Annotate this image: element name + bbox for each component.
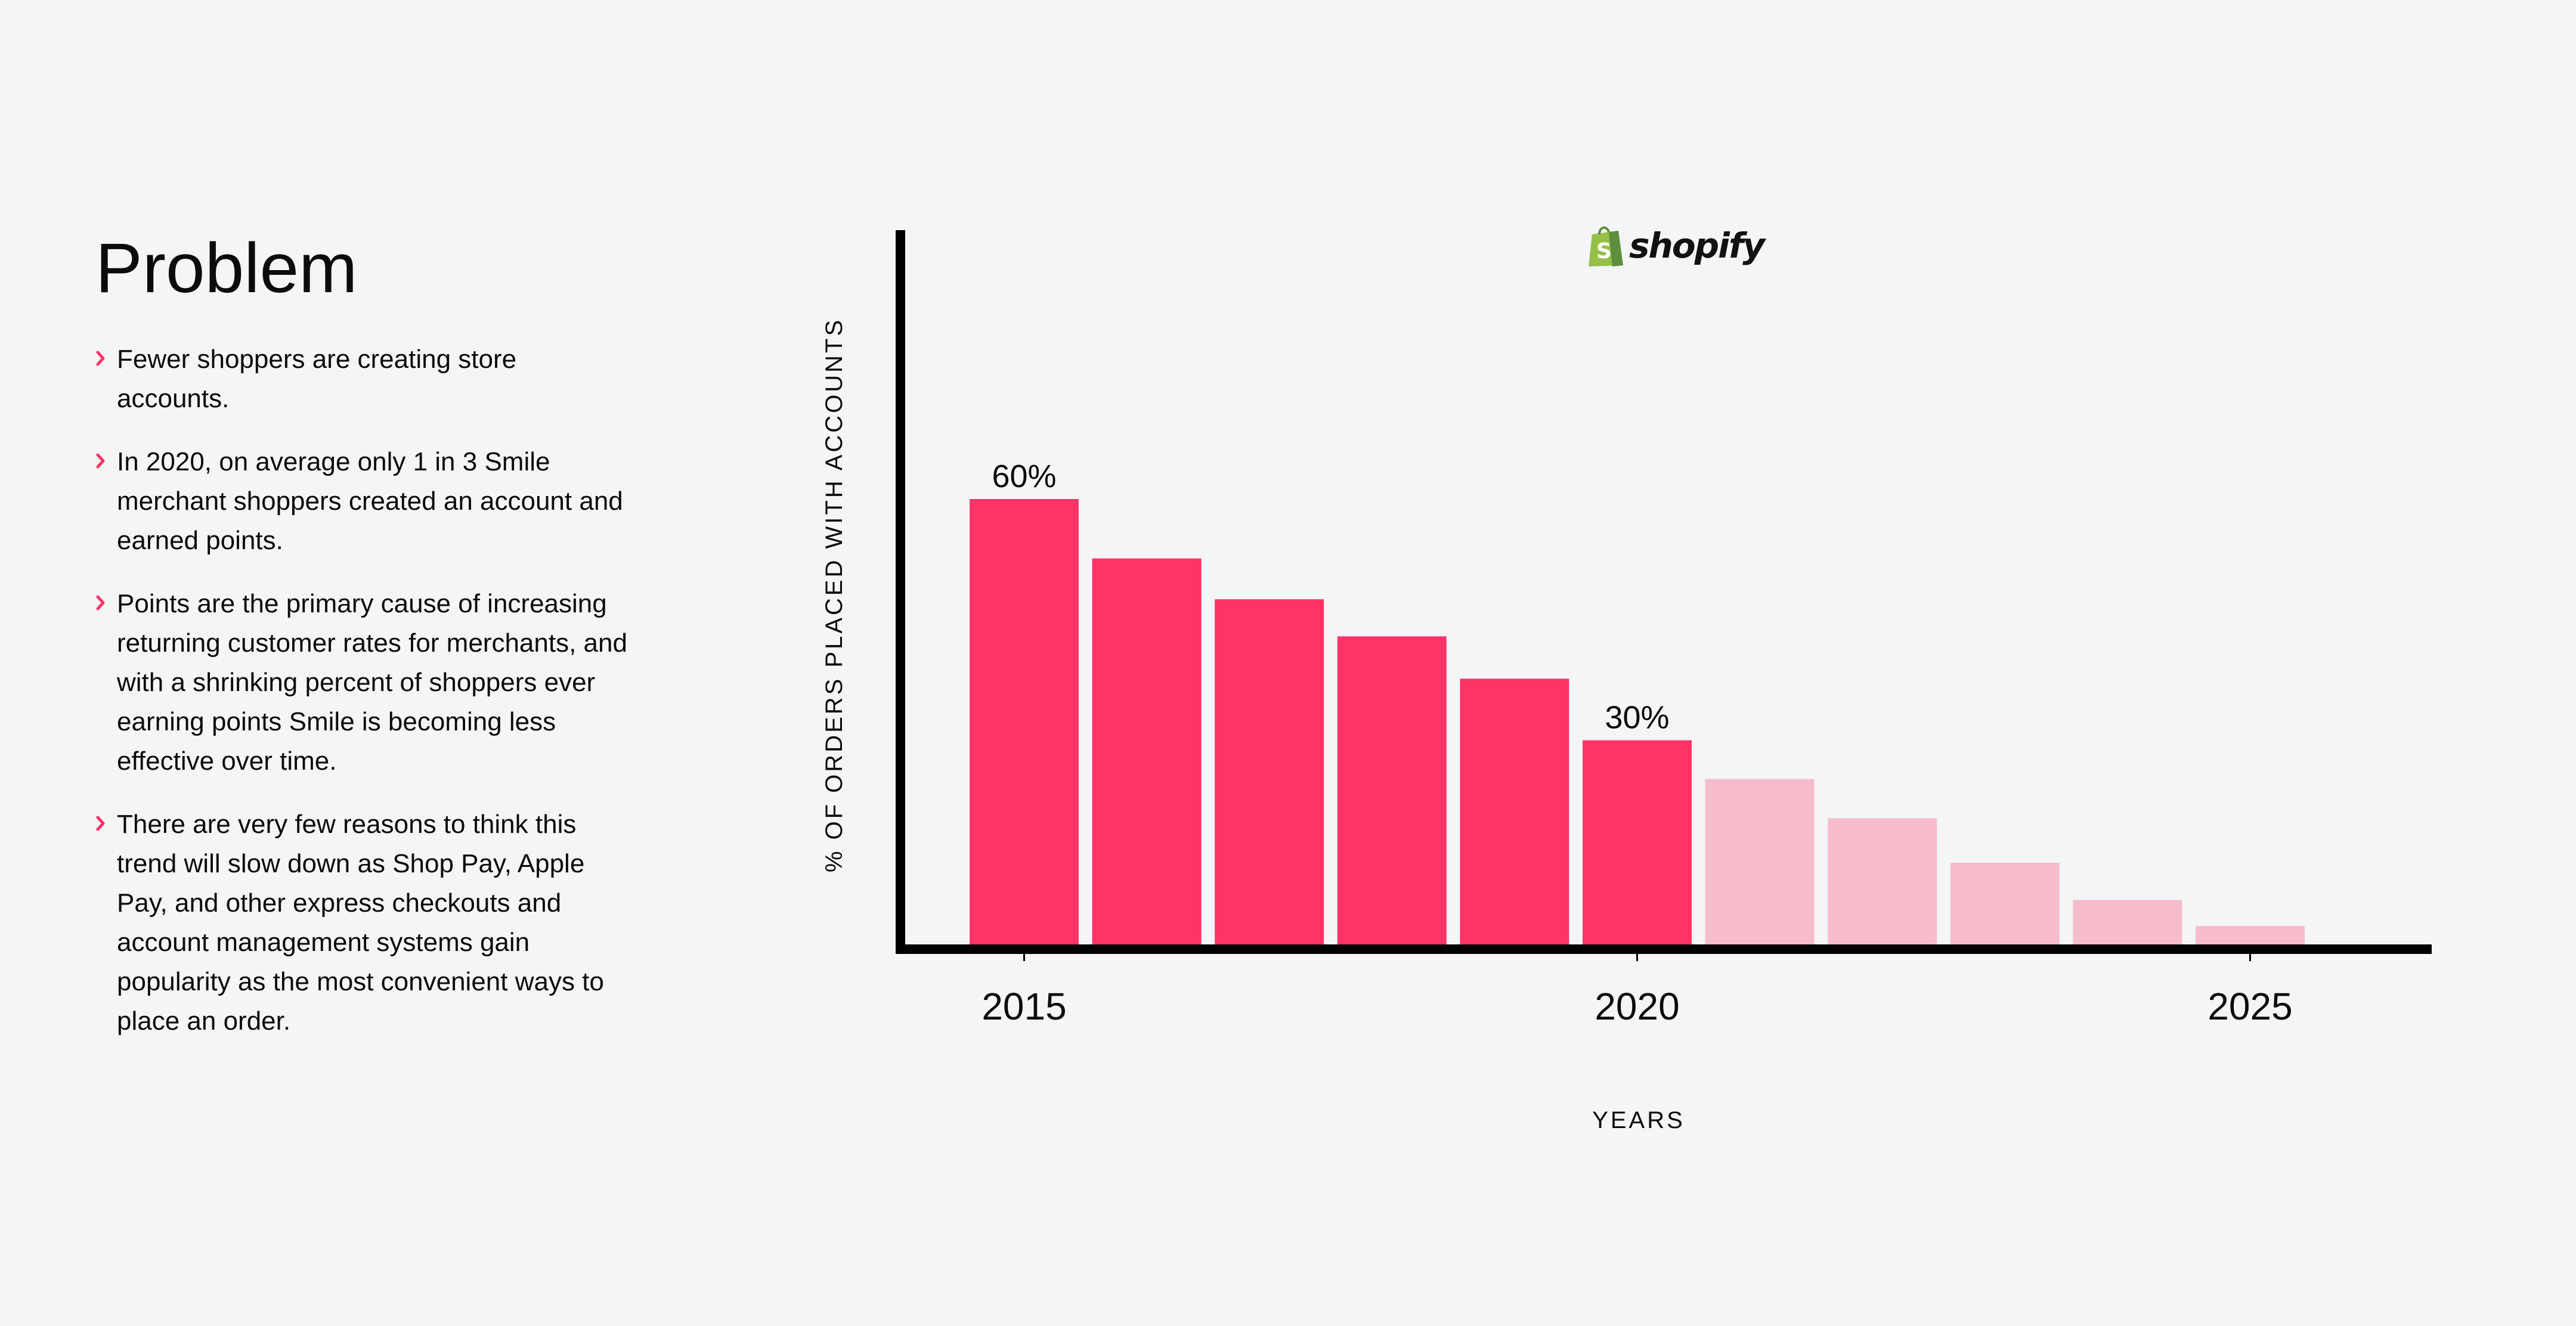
shopify-logo: S shopify	[1586, 222, 1765, 269]
chevron-right-icon	[96, 595, 105, 611]
bullet-item: In 2020, on average only 1 in 3 Smile me…	[95, 442, 632, 560]
chevron-right-icon	[96, 453, 105, 469]
shopify-wordmark: shopify	[1629, 225, 1765, 266]
data-label: 60%	[992, 458, 1056, 494]
shopify-bag-icon: S	[1589, 226, 1623, 267]
bar-2019	[1460, 679, 1569, 944]
bar-2020	[1583, 740, 1692, 944]
y-axis-label: % OF ORDERS PLACED WITH ACCOUNTS	[821, 318, 847, 872]
bar-2025	[2196, 925, 2305, 944]
bullet-text: Fewer shoppers are creating store accoun…	[117, 345, 517, 413]
bullet-text: There are very few reasons to think this…	[117, 810, 604, 1036]
bullet-item: Fewer shoppers are creating store accoun…	[95, 340, 632, 419]
bullet-item: Points are the primary cause of increasi…	[95, 584, 632, 781]
bar-2022	[1828, 818, 1937, 944]
bar-2024	[2073, 900, 2182, 944]
labels-layer: 60% 30%	[992, 458, 1669, 736]
page-title: Problem	[95, 229, 358, 308]
data-label: 30%	[1605, 700, 1669, 736]
chevron-right-icon	[96, 816, 105, 831]
bar-2021	[1705, 779, 1815, 944]
bar-2016	[1092, 558, 1202, 944]
bullet-item: There are very few reasons to think this…	[95, 805, 632, 1041]
bar-2018	[1337, 636, 1447, 944]
ticks-layer: 2015 2020 2025	[982, 954, 2293, 1028]
x-tick-label: 2025	[2207, 985, 2292, 1028]
bullet-text: Points are the primary cause of increasi…	[117, 589, 627, 776]
bar-2017	[1215, 599, 1324, 944]
chevron-right-icon	[96, 351, 105, 366]
y-axis-line	[896, 230, 905, 954]
bar-2015	[970, 499, 1079, 944]
problem-panel: Problem Fewer shoppers are creating stor…	[95, 227, 632, 1065]
svg-text:S: S	[1596, 239, 1612, 264]
bar-2023	[1950, 863, 2060, 944]
x-tick-label: 2015	[982, 985, 1066, 1028]
bars-layer	[970, 499, 2305, 944]
x-tick-label: 2020	[1594, 985, 1679, 1028]
x-axis-label: YEARS	[1592, 1107, 1685, 1133]
axes-layer	[896, 230, 2432, 954]
bullet-text: In 2020, on average only 1 in 3 Smile me…	[117, 447, 623, 555]
problem-bullet-list: Fewer shoppers are creating store accoun…	[95, 340, 632, 1041]
x-axis-line	[896, 944, 2432, 954]
